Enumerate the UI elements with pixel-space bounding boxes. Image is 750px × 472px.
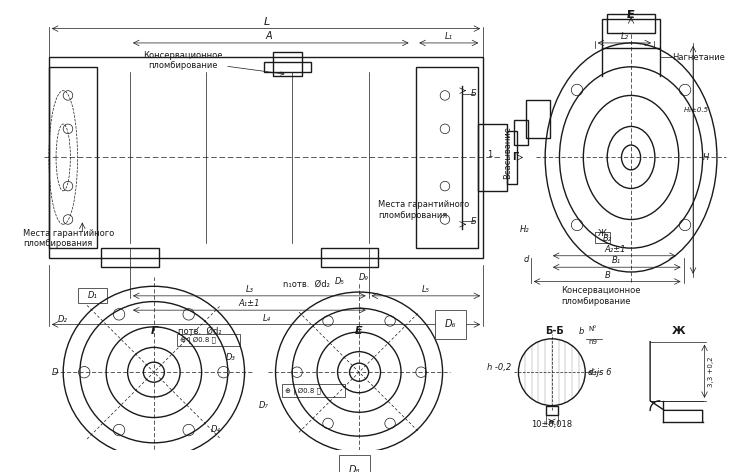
Text: b: b xyxy=(578,327,584,336)
Bar xyxy=(49,67,97,248)
Text: A: A xyxy=(265,31,272,41)
Text: n9: n9 xyxy=(588,339,597,346)
Text: Нагнетание: Нагнетание xyxy=(672,53,725,62)
Text: h -0,2: h -0,2 xyxy=(488,363,512,372)
Text: Ж: Ж xyxy=(598,228,607,237)
Bar xyxy=(263,62,311,72)
Text: D₃: D₃ xyxy=(226,354,236,362)
Text: D₉: D₉ xyxy=(359,272,369,281)
Text: L₃: L₃ xyxy=(245,285,254,294)
Text: H: H xyxy=(703,153,709,162)
Text: Б: Б xyxy=(471,217,476,226)
Text: D₅: D₅ xyxy=(334,278,345,287)
Text: Ж: Ж xyxy=(672,326,686,336)
Text: L: L xyxy=(263,17,269,27)
Bar xyxy=(507,131,517,184)
Bar xyxy=(595,232,610,244)
Text: B: B xyxy=(604,270,610,279)
Text: Г: Г xyxy=(150,326,158,336)
Text: D₄: D₄ xyxy=(211,425,221,434)
Text: A₁±1: A₁±1 xyxy=(238,299,260,308)
Text: Консервационное
пломбирование: Консервационное пломбирование xyxy=(142,51,284,75)
Text: A₂±1: A₂±1 xyxy=(604,245,625,254)
Bar xyxy=(526,100,550,138)
Text: H₁±0.5: H₁±0.5 xyxy=(683,107,709,113)
Text: 3,3 +0,2: 3,3 +0,2 xyxy=(708,357,714,388)
Text: E: E xyxy=(627,9,634,19)
Text: E: E xyxy=(627,9,634,19)
Text: Б-Б: Б-Б xyxy=(545,326,564,336)
Bar xyxy=(608,14,655,34)
Bar xyxy=(321,248,378,267)
Bar xyxy=(602,19,660,48)
Text: D₁: D₁ xyxy=(88,291,98,300)
Text: Всасывание: Всасывание xyxy=(503,126,512,179)
Text: ⊕ | Ø0.8 ⓜ: ⊕ | Ø0.8 ⓜ xyxy=(180,337,215,344)
Bar xyxy=(416,67,478,248)
Bar xyxy=(49,57,483,258)
Text: B₂: B₂ xyxy=(602,235,611,244)
Text: 1: 1 xyxy=(487,150,492,159)
Text: потв.  Ød₂: потв. Ød₂ xyxy=(178,327,221,336)
Text: D₂: D₂ xyxy=(58,315,68,324)
Text: 10±0,018: 10±0,018 xyxy=(531,420,572,429)
Text: d: d xyxy=(524,255,529,264)
Bar xyxy=(273,52,302,76)
Text: L₅: L₅ xyxy=(422,285,430,294)
Text: d₁js 6: d₁js 6 xyxy=(588,368,611,377)
Text: H₂: H₂ xyxy=(519,225,529,234)
Text: L₄: L₄ xyxy=(262,313,271,322)
Bar xyxy=(546,405,557,415)
Bar xyxy=(101,248,159,267)
Bar xyxy=(478,124,507,191)
Text: n₁отв.  Ød₂: n₁отв. Ød₂ xyxy=(283,280,329,289)
Text: L₂: L₂ xyxy=(620,32,628,41)
Text: L₁: L₁ xyxy=(445,32,453,41)
Text: Б: Б xyxy=(471,89,476,98)
Text: ⊕ | Ø0.8 ⓜ: ⊕ | Ø0.8 ⓜ xyxy=(284,388,320,395)
Text: D₆: D₆ xyxy=(445,320,456,329)
Text: Консервационное
пломбирование: Консервационное пломбирование xyxy=(562,287,641,306)
Text: D: D xyxy=(52,368,58,377)
Text: D₈: D₈ xyxy=(349,465,360,472)
Text: E: E xyxy=(356,326,363,336)
Text: Г: Г xyxy=(512,152,518,162)
Text: Места гарантийного
пломбирования: Места гарантийного пломбирования xyxy=(23,229,115,248)
Text: Места гарантийного
пломбирования: Места гарантийного пломбирования xyxy=(378,201,470,220)
Text: N⁰: N⁰ xyxy=(588,326,596,332)
Text: B₁: B₁ xyxy=(612,256,621,265)
Bar xyxy=(514,120,528,145)
Text: D₇: D₇ xyxy=(259,401,268,410)
